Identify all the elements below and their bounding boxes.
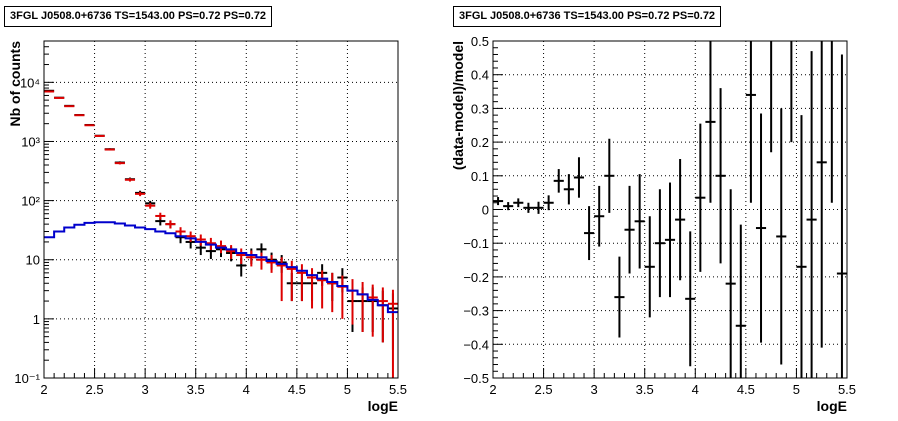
x-axis-title: logE bbox=[817, 398, 847, 414]
x-tick-label: 3 bbox=[591, 382, 598, 397]
x-tick-label: 5 bbox=[793, 382, 800, 397]
y-tick-label: 0.2 bbox=[471, 135, 489, 150]
x-axis-title: logE bbox=[368, 398, 398, 414]
residual-chart-title: 3FGL J0508.0+6736 TS=1543.00 PS=0.72 PS=… bbox=[453, 6, 722, 27]
plot-frame bbox=[492, 40, 848, 379]
x-tick-label: 2.5 bbox=[86, 382, 104, 397]
x-tick-label: 2 bbox=[489, 382, 496, 397]
y-tick-label: 0.1 bbox=[471, 169, 489, 184]
x-tick-label: 4 bbox=[692, 382, 699, 397]
x-tick-label: 4.5 bbox=[288, 382, 306, 397]
model-step-line bbox=[44, 221, 398, 314]
y-axis-title: Nb of counts bbox=[7, 41, 23, 127]
plot-frame bbox=[43, 40, 399, 379]
y-tick-label: −0.5 bbox=[463, 371, 489, 386]
y-tick-label: 10⁻¹ bbox=[14, 371, 40, 386]
y-tick-label: 10² bbox=[21, 194, 40, 209]
x-tick-label: 3.5 bbox=[636, 382, 654, 397]
y-tick-label: 10³ bbox=[21, 134, 40, 149]
x-tick-label: 4.5 bbox=[737, 382, 755, 397]
x-tick-label: 3 bbox=[142, 382, 149, 397]
y-axis-title: (data-model)/model bbox=[450, 41, 466, 170]
y-tick-label: −0.4 bbox=[463, 337, 489, 352]
counts-panel: 2 2.5 3 3.5 4 4.5 5 5.5 10⁻¹ 1 10 10² 10³ 10⁴ logE Nb o… bbox=[4, 6, 407, 414]
x-tick-label: 5.5 bbox=[838, 382, 856, 397]
x-tick-label: 4 bbox=[243, 382, 250, 397]
x-tick-label: 5.5 bbox=[389, 382, 407, 397]
counts-chart: 2 2.5 3 3.5 4 4.5 5 5.5 10⁻¹ 1 10 10² 10³ 10⁴ logE Nb o… bbox=[7, 40, 407, 414]
y-tick-label: 0.5 bbox=[471, 34, 489, 49]
x-tick-label: 2.5 bbox=[535, 382, 553, 397]
x-tick-label: 5 bbox=[344, 382, 351, 397]
residual-panel: 2 2.5 3 3.5 4 4.5 5 5.5 −0.5 −0.4 −0.3 −0.2 −0.1 0 0.1… bbox=[449, 0, 898, 421]
y-tick-label: −0.1 bbox=[463, 236, 489, 251]
y-tick-label: 0 bbox=[482, 203, 489, 218]
y-tick-label: 1 bbox=[33, 312, 40, 327]
x-tick-label: 2 bbox=[40, 382, 47, 397]
y-tick-label: −0.3 bbox=[463, 304, 489, 319]
y-tick-label: −0.2 bbox=[463, 270, 489, 285]
y-tick-label: 0.4 bbox=[471, 68, 489, 83]
x-tick-label: 3.5 bbox=[187, 382, 205, 397]
counts-chart-title: 3FGL J0508.0+6736 TS=1543.00 PS=0.72 PS=… bbox=[4, 6, 273, 27]
y-tick-label: 10 bbox=[26, 253, 40, 268]
y-tick-label: 0.3 bbox=[471, 101, 489, 116]
residual-chart: 2 2.5 3 3.5 4 4.5 5 5.5 −0.5 −0.4 −0.3 −0.2 −0.1 0 0.1… bbox=[450, 34, 856, 414]
y-tick-label: 10⁴ bbox=[20, 75, 40, 90]
